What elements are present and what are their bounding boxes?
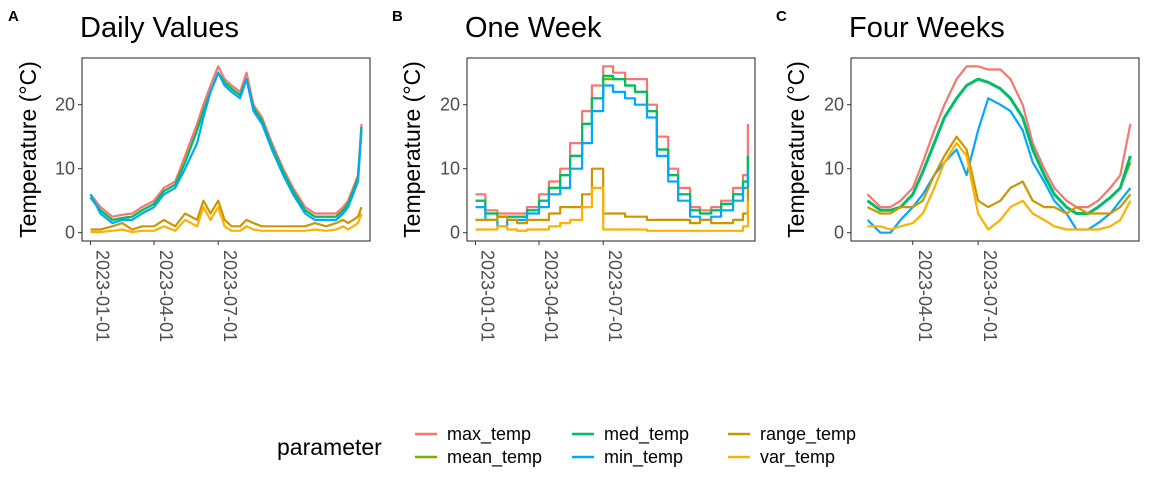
y-axis-label: Temperature (°C)	[783, 61, 809, 238]
legend-label-var_temp: var_temp	[760, 447, 835, 468]
y-tick-label: 20	[824, 95, 844, 115]
panel-border	[850, 57, 1140, 242]
panel-title: Four Weeks	[849, 12, 1005, 44]
series-group	[475, 65, 749, 232]
y-axis-label: Temperature (°C)	[399, 61, 425, 238]
y-tick-label: 20	[55, 95, 75, 115]
series-line-min_temp	[89, 71, 363, 225]
panel-border	[81, 57, 371, 242]
panel-border	[466, 57, 756, 242]
panel-a: A Daily Values Temperature (°C) 0 10 20 2023-0…	[8, 8, 371, 342]
y-tick-label: 0	[834, 223, 844, 243]
y-tick-label: 0	[65, 223, 75, 243]
series-line-max_temp	[866, 65, 1132, 209]
series-group	[866, 65, 1132, 234]
x-tick-label: 2023-01-01	[477, 250, 497, 342]
y-tick-label: 0	[450, 223, 460, 243]
series-group	[89, 65, 363, 234]
y-tick-label: 10	[440, 159, 460, 179]
series-line-max_temp	[475, 65, 749, 215]
series-line-max_temp	[89, 65, 363, 218]
panel-tag-label: B	[392, 8, 403, 25]
x-tick-label: 2023-04-01	[915, 250, 935, 342]
series-line-range_temp	[90, 199, 363, 231]
series-line-med_temp	[475, 74, 749, 218]
legend-label-mean_temp: mean_temp	[447, 447, 542, 468]
legend-title: parameter	[277, 434, 382, 460]
y-axis-label: Temperature (°C)	[15, 61, 41, 238]
series-line-range_temp	[475, 167, 749, 225]
x-tick-label: 2023-01-01	[92, 250, 112, 342]
panel-b: B One Week Temperature (°C) 0 10 20 2023-01-01…	[392, 8, 756, 342]
panel-tag-label: A	[8, 8, 19, 25]
x-tick-label: 2023-07-01	[605, 250, 625, 342]
panel-tag-label: C	[776, 8, 787, 25]
x-tick-label: 2023-07-01	[220, 250, 240, 342]
legend-label-max_temp: max_temp	[447, 424, 531, 445]
panel-title: One Week	[465, 12, 602, 44]
x-tick-label: 2023-07-01	[980, 250, 1000, 342]
panel-title: Daily Values	[80, 12, 239, 44]
panel-c: C Four Weeks Temperature (°C) 0 10 20 2023-04-…	[776, 8, 1140, 342]
y-tick-label: 10	[824, 159, 844, 179]
series-line-mean_temp	[475, 78, 749, 218]
x-tick-label: 2023-04-01	[156, 250, 176, 342]
series-line-range_temp	[867, 135, 1132, 215]
legend-label-med_temp: med_temp	[604, 424, 689, 445]
legend-label-min_temp: min_temp	[604, 447, 683, 468]
x-tick-label: 2023-04-01	[541, 250, 561, 342]
y-tick-label: 10	[55, 159, 75, 179]
series-line-var_temp	[90, 206, 363, 234]
series-line-min_temp	[475, 84, 749, 228]
series-line-med_temp	[89, 71, 363, 221]
y-tick-label: 20	[440, 95, 460, 115]
series-line-var_temp	[867, 142, 1132, 231]
series-line-mean_temp	[89, 71, 363, 221]
series-line-var_temp	[475, 186, 749, 232]
legend-label-range_temp: range_temp	[760, 424, 856, 445]
